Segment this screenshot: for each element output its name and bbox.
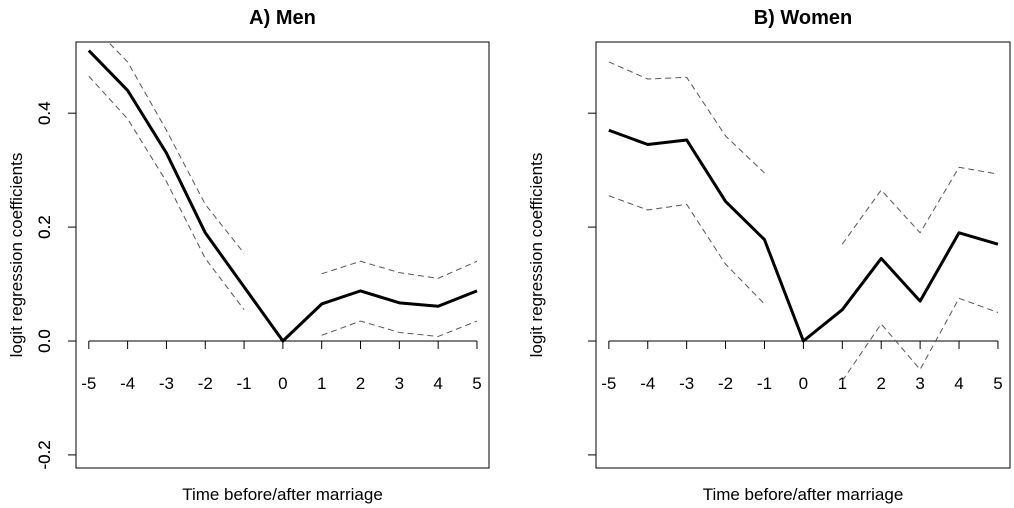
x-tick-label: 0 <box>799 374 808 393</box>
x-tick-label: -1 <box>237 374 252 393</box>
plot-frame <box>75 41 490 469</box>
y-tick-label: -0.2 <box>35 440 54 469</box>
x-tick-label: 1 <box>317 374 326 393</box>
x-tick-label: 4 <box>954 374 963 393</box>
confidence-line <box>608 195 999 382</box>
x-tick-label: -1 <box>757 374 772 393</box>
chart-title: A) Men <box>249 7 316 29</box>
y-tick-label: 0.2 <box>35 215 54 239</box>
panel: A) Men -0.2 0.0 0.2 0.4 -5 -4 -3 -2 -1 0 1 2 3 4 5 Time … <box>7 7 490 504</box>
x-axis-label: Time before/after marriage <box>182 485 383 504</box>
panel: B) Women -0.2 0.0 0.2 0.4 -5 -4 -3 -2 -1 0 1 2 3 4 5 Tim… <box>35 7 1011 504</box>
plot-frame <box>595 41 1011 469</box>
plot-lines <box>608 61 999 382</box>
x-tick-label: 2 <box>356 374 365 393</box>
x-tick-label: 0 <box>278 374 287 393</box>
x-tick-label: 1 <box>838 374 847 393</box>
x-tick-label: 3 <box>915 374 924 393</box>
x-tick-label: -2 <box>198 374 213 393</box>
y-axis-label: logit regression coefficients <box>7 153 26 358</box>
y-tick-label: -0.2 <box>35 440 54 469</box>
x-tick-label: 5 <box>993 374 1002 393</box>
y-tick-label: 0.4 <box>35 101 54 125</box>
chart-title: B) Women <box>754 7 853 29</box>
y-tick-label: 0.0 <box>35 329 54 353</box>
confidence-line <box>88 75 478 337</box>
y-tick-label: 0.4 <box>35 101 54 125</box>
x-tick-label: -3 <box>159 374 174 393</box>
confidence-line <box>107 42 478 279</box>
x-tick-label: 5 <box>472 374 481 393</box>
x-tick-label: -5 <box>81 374 96 393</box>
x-tick-label: 2 <box>876 374 885 393</box>
x-tick-label: 3 <box>395 374 404 393</box>
x-tick-label: 4 <box>433 374 442 393</box>
coefficient-line <box>608 128 999 343</box>
y-axis-label: logit regression coefficients <box>527 153 546 358</box>
plot-lines <box>87 42 478 343</box>
x-tick-label: -2 <box>718 374 733 393</box>
confidence-line <box>608 61 999 245</box>
x-tick-label: -4 <box>120 374 135 393</box>
y-tick-label: 0.0 <box>35 329 54 353</box>
coefficient-line <box>87 49 478 343</box>
x-axis-label: Time before/after marriage <box>703 485 904 504</box>
x-tick-label: -5 <box>601 374 616 393</box>
x-tick-label: -4 <box>640 374 655 393</box>
x-tick-label: -3 <box>679 374 694 393</box>
y-tick-label: 0.2 <box>35 215 54 239</box>
